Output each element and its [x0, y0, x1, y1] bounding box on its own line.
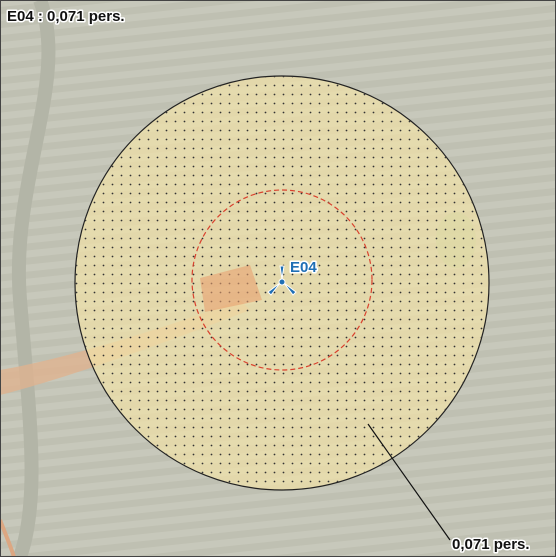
leader-line — [367, 423, 451, 541]
map-title: E04 : 0,071 pers. — [7, 8, 125, 25]
platform — [200, 265, 262, 312]
zone-label: 0,071 pers. — [452, 536, 530, 553]
turbine-label: E04 — [290, 259, 317, 276]
turbine-icon — [267, 265, 297, 296]
blade-radius — [191, 189, 373, 371]
